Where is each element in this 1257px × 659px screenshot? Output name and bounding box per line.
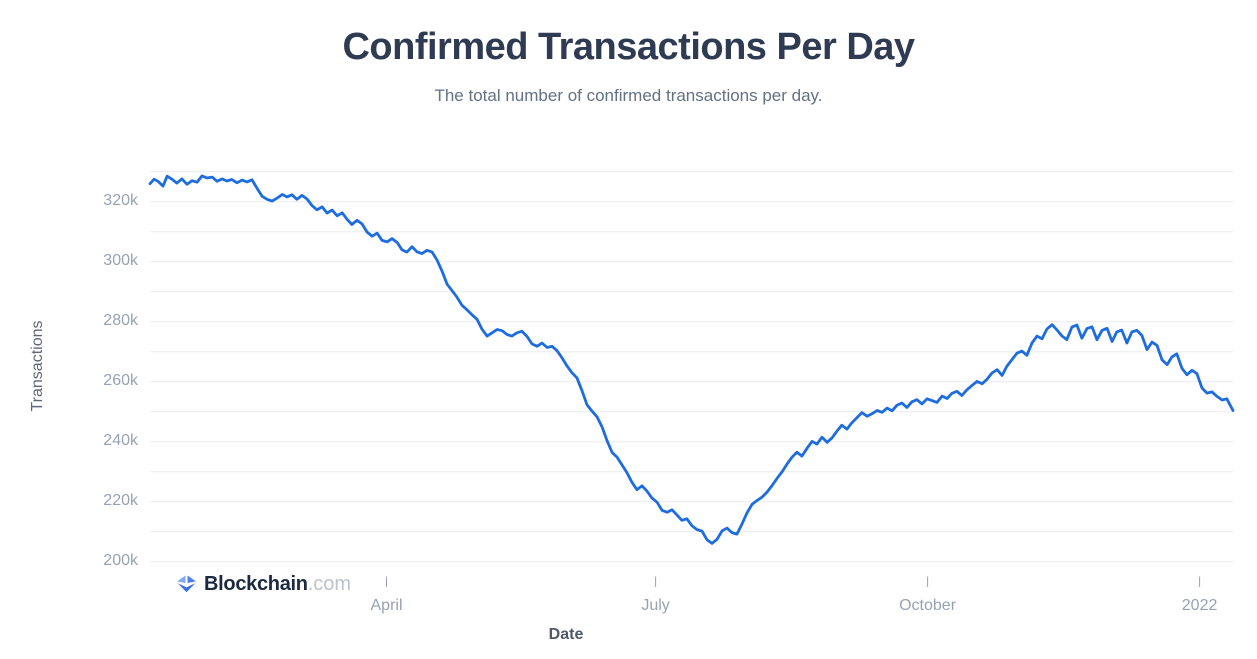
y-tick-label: 200k xyxy=(103,551,138,569)
x-tick-label: 2022 xyxy=(1181,597,1218,614)
y-tick-label: 320k xyxy=(103,191,138,209)
y-tick-label: 240k xyxy=(103,431,138,449)
x-tick-label: July xyxy=(641,597,670,614)
blockchain-diamond-icon xyxy=(177,575,196,593)
logo-text: Blockchain xyxy=(204,572,308,595)
chart-title: Confirmed Transactions Per Day xyxy=(342,26,915,68)
x-axis-title: Date xyxy=(548,626,584,643)
y-tick-label: 300k xyxy=(103,251,138,269)
chart-subtitle: The total number of confirmed transactio… xyxy=(434,86,823,105)
y-tick-label: 220k xyxy=(103,491,138,509)
logo-suffix: .com xyxy=(307,572,352,595)
transactions-series-line[interactable] xyxy=(148,174,1235,545)
y-tick-label: 280k xyxy=(103,311,138,329)
x-tick-label: April xyxy=(370,597,403,614)
x-tick-label: October xyxy=(899,597,957,614)
y-tick-label: 260k xyxy=(103,371,138,389)
blockchain-logo-link[interactable]: Blockchain .com xyxy=(176,571,351,597)
